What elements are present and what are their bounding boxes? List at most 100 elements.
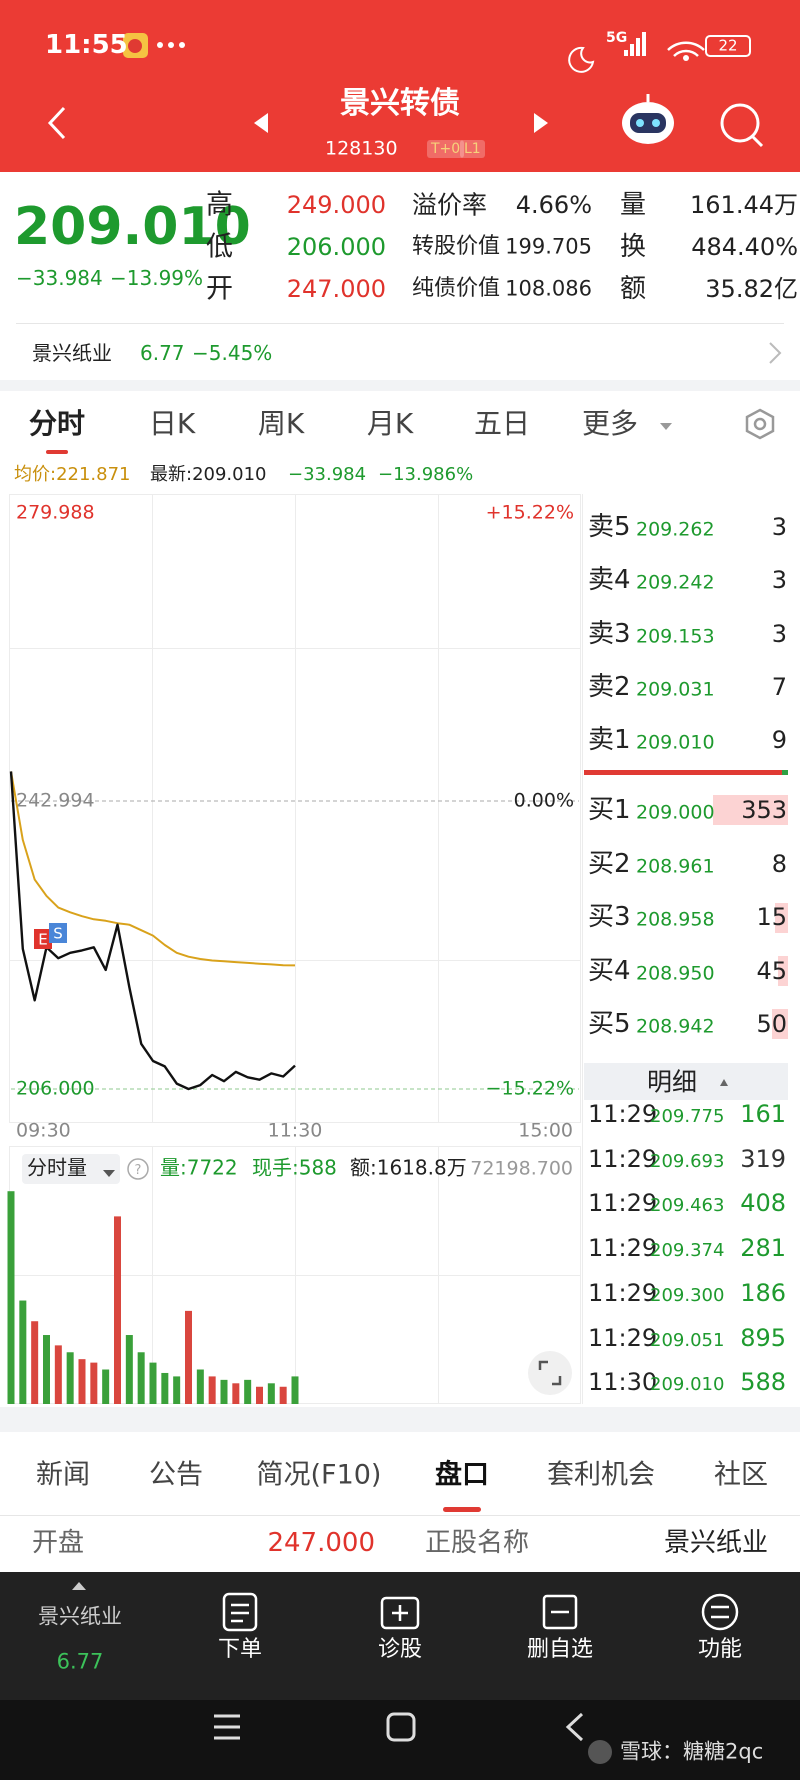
volume-bar: [54, 1345, 62, 1404]
bid-depth: [772, 1009, 788, 1039]
volume-tick-label: 72198.700: [470, 1158, 573, 1180]
battery-icon: [705, 35, 751, 57]
price-change: −33.984: [16, 266, 103, 290]
volume-bar: [196, 1369, 204, 1404]
trade-price: 209.051: [650, 1329, 725, 1351]
tag: T+0: [427, 140, 465, 158]
volume-bar: [256, 1386, 263, 1404]
trade-price: 209.463: [650, 1195, 725, 1217]
volume-bar: [267, 1383, 275, 1404]
nav-home[interactable]: [386, 1712, 416, 1742]
back-button[interactable]: [47, 106, 66, 140]
tab-indicator: [46, 450, 68, 454]
bid-price: 208.950: [636, 962, 715, 984]
chart-tab[interactable]: 周K: [257, 407, 305, 440]
bid-depth: [775, 903, 788, 933]
divider: [0, 1515, 800, 1516]
info-change-pct: −13.986%: [378, 464, 474, 485]
volume-bar: [90, 1362, 98, 1404]
volume-select[interactable]: [22, 1154, 120, 1184]
bid-volume: 45: [756, 956, 787, 985]
info-tab[interactable]: 盘口: [435, 1459, 489, 1491]
volume-bar: [279, 1386, 287, 1404]
tag: L1: [460, 140, 485, 158]
price-value: 247.000: [286, 275, 386, 303]
trade-time: 11:29: [588, 1234, 658, 1263]
ask-volume: 7: [771, 672, 787, 701]
chart-tab[interactable]: 日K: [148, 407, 196, 440]
info-tab[interactable]: 公告: [149, 1459, 203, 1491]
toolbar-stock-price: 6.77: [56, 1649, 104, 1674]
chart-tab[interactable]: 月K: [366, 407, 414, 440]
y-tick-label: 279.988: [16, 502, 95, 524]
bid-label: 买5: [588, 1009, 631, 1039]
toolbar-action[interactable]: 下单: [217, 1637, 263, 1662]
ask-label: 卖2: [588, 671, 631, 702]
ask-bar: [584, 770, 782, 775]
info-value: 247.000: [267, 1528, 375, 1558]
detail-header[interactable]: 明细: [646, 1067, 698, 1097]
volume-bar: [66, 1352, 74, 1404]
toolbar-action[interactable]: 删自选: [526, 1637, 594, 1662]
bid-price: 209.000: [636, 801, 715, 824]
ask-label: 卖3: [588, 618, 631, 649]
trade-price: 209.010: [650, 1374, 725, 1396]
chart-tab[interactable]: 更多: [581, 407, 639, 440]
help-icon[interactable]: [127, 1158, 149, 1180]
nav-menu[interactable]: [214, 1714, 240, 1740]
valuation-value: 108.086: [505, 276, 592, 301]
underlying-arrow[interactable]: [769, 342, 782, 364]
info-tab[interactable]: 新闻: [36, 1459, 90, 1491]
function-icon: [701, 1593, 739, 1631]
trading-label: 换: [620, 232, 647, 262]
ask-label: 卖1: [588, 725, 631, 756]
chart-settings[interactable]: [745, 408, 775, 440]
toolbar-action[interactable]: 功能: [697, 1637, 743, 1662]
toolbar-action[interactable]: 诊股: [377, 1637, 423, 1662]
battery-level: 22: [718, 36, 738, 55]
more-caret: [660, 423, 672, 430]
ask-price: 209.242: [636, 571, 715, 594]
trading-value: 161.44万: [690, 191, 798, 219]
detail-header-bg: [584, 1063, 788, 1100]
price-label: 低: [206, 231, 233, 263]
volume-stat: 现手:588: [252, 1156, 337, 1180]
next-button[interactable]: [534, 113, 548, 133]
volume-bar: [102, 1369, 110, 1404]
volume-bar: [31, 1321, 39, 1404]
ask-label: 卖5: [588, 512, 631, 542]
info-tab[interactable]: 套利机会: [547, 1459, 655, 1491]
trade-volume: 408: [740, 1189, 786, 1218]
trade-time: 11:29: [588, 1144, 658, 1173]
underlying-change: −5.45%: [192, 341, 273, 365]
toolbar-stock[interactable]: 景兴纸业: [38, 1604, 122, 1629]
volume-grid: [9, 1146, 581, 1404]
gap: [0, 1407, 800, 1432]
valuation-label: 纯债价值: [412, 276, 501, 301]
nav-back[interactable]: [565, 1712, 584, 1742]
volume-bar: [137, 1352, 145, 1404]
volume-bar: [232, 1383, 240, 1404]
chart-tab[interactable]: 五日: [473, 407, 531, 440]
assistant-button[interactable]: [622, 94, 674, 144]
trading-label: 量: [620, 190, 647, 220]
trade-time: 11:30: [588, 1368, 658, 1397]
info-tab[interactable]: 社区: [714, 1459, 768, 1491]
volume-bar: [7, 1191, 15, 1404]
prev-button[interactable]: [254, 113, 268, 133]
chart-tab[interactable]: 分时: [28, 407, 86, 440]
detail-caret: [720, 1079, 728, 1086]
volume-bar: [185, 1310, 192, 1404]
info-tab[interactable]: 简况(F10): [256, 1459, 382, 1491]
price-line: [10, 771, 296, 967]
trade-volume: 161: [740, 1100, 786, 1128]
search-button[interactable]: [720, 103, 760, 143]
x-tick-label: 15:00: [518, 1120, 573, 1142]
volume-bar: [173, 1376, 181, 1404]
y-tick-label: 206.000: [16, 1078, 95, 1100]
underlying-name[interactable]: 景兴纸业: [32, 341, 112, 365]
bid-bar: [782, 770, 788, 775]
y2-tick-label: 0.00%: [514, 790, 574, 812]
bid-price: 208.958: [636, 908, 715, 931]
